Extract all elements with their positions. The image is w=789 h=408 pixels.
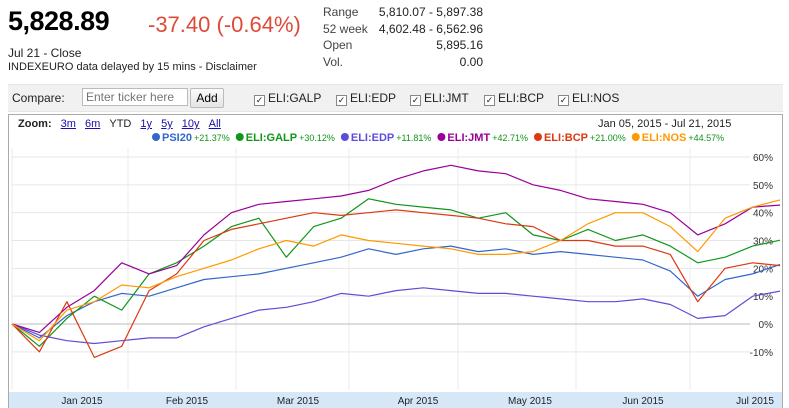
stat-volume: Vol. 0.00: [323, 54, 483, 69]
x-axis-band: [9, 392, 782, 408]
legend-change: +21.37%: [194, 133, 230, 143]
legend-dot: [235, 133, 244, 141]
stat-range: Range 5,810.07 - 5,897.38: [323, 5, 483, 19]
zoom-1y[interactable]: 1y: [140, 118, 153, 130]
x-tick-label: Jan 2015: [61, 396, 103, 407]
series-line-eli-jmt: [11, 164, 781, 333]
compare-bar: Compare: Add ✓ELI:GALP ✓ELI:EDP ✓ELI:JMT…: [8, 84, 783, 112]
chart-frame: [8, 114, 783, 408]
price-change: -37.40 (-0.64%): [148, 12, 301, 37]
legend-label: PSI20: [162, 132, 192, 144]
legend-dot: [152, 133, 160, 141]
data-disclaimer: INDEXEURO data delayed by 15 mins - Disc…: [8, 61, 257, 73]
compare-label: Compare:: [12, 91, 65, 105]
series-line-psi20: [11, 245, 781, 339]
date-range: Jan 05, 2015 - Jul 21, 2015: [598, 118, 732, 130]
date-to: Jul 21, 2015: [671, 118, 732, 130]
zoom-controls: Zoom: 3m 6m YTD 1y 5y 10y All: [18, 118, 221, 130]
checkbox-checked-icon[interactable]: ✓: [410, 95, 421, 106]
legend-dot: [631, 133, 640, 141]
legend-change: +44.57%: [688, 133, 724, 143]
y-tick-label: 60%: [753, 153, 773, 164]
y-tick-label: 30%: [753, 237, 773, 248]
legend-change: +42.71%: [492, 133, 528, 143]
legend-label: ELI:EDP: [351, 132, 394, 144]
x-tick-label: Feb 2015: [166, 396, 209, 407]
add-button[interactable]: Add: [190, 88, 224, 108]
x-tick-label: Mar 2015: [277, 396, 320, 407]
ticker-input[interactable]: [82, 88, 188, 106]
checkbox-checked-icon[interactable]: ✓: [336, 95, 347, 106]
compare-edp[interactable]: ✓ ELI:EDP: [336, 91, 397, 106]
legend-label: ELI:BCP: [544, 132, 588, 144]
compare-bcp[interactable]: ✓ ELI:BCP: [484, 91, 545, 106]
quote-stats: Range 5,810.07 - 5,897.38 52 week 4,602.48…: [323, 4, 483, 70]
compare-nos[interactable]: ✓ ELI:NOS: [558, 91, 620, 106]
x-tick-label: May 2015: [508, 396, 552, 407]
series-line-eli-edp: [11, 287, 781, 345]
series-line-eli-nos: [11, 199, 781, 342]
y-tick-label: 10%: [753, 292, 773, 303]
legend-dot: [533, 133, 542, 141]
zoom-10y[interactable]: 10y: [181, 118, 200, 130]
y-tick-label: 0%: [759, 320, 774, 331]
legend-change: +30.12%: [299, 133, 335, 143]
compare-jmt[interactable]: ✓ ELI:JMT: [410, 91, 469, 106]
zoom-3m[interactable]: 3m: [60, 118, 76, 130]
legend-label: ELI:JMT: [447, 132, 490, 144]
zoom-ytd: YTD: [109, 118, 132, 130]
x-tick-label: Jun 2015: [622, 396, 664, 407]
index-price: 5,828.89: [8, 6, 110, 36]
zoom-all[interactable]: All: [208, 118, 221, 130]
legend-label: ELI:GALP: [246, 132, 297, 144]
legend-change: +21.00%: [590, 133, 626, 143]
date-from: Jan 05, 2015: [598, 118, 662, 130]
zoom-5y[interactable]: 5y: [161, 118, 173, 130]
stat-open: Open 5,895.16: [323, 38, 483, 52]
y-tick-label: 40%: [753, 209, 773, 220]
legend-label: ELI:NOS: [642, 132, 687, 144]
x-tick-label: Apr 2015: [398, 396, 439, 407]
legend-change: +11.81%: [396, 133, 431, 143]
checkbox-checked-icon[interactable]: ✓: [484, 95, 495, 106]
series-line-eli-bcp: [11, 209, 781, 358]
legend-dot: [340, 133, 349, 141]
y-tick-label: -10%: [750, 348, 773, 359]
stat-52week: 52 week 4,602.48 - 6,562.96: [323, 21, 483, 36]
checkbox-checked-icon[interactable]: ✓: [254, 95, 265, 106]
legend-dot: [437, 133, 446, 141]
zoom-6m[interactable]: 6m: [85, 118, 101, 130]
x-tick-label: Jul 2015: [736, 396, 774, 407]
y-tick-label: 50%: [753, 181, 773, 192]
close-date: Jul 21 - Close: [8, 46, 82, 60]
checkbox-checked-icon[interactable]: ✓: [558, 95, 569, 106]
compare-galp[interactable]: ✓ ELI:GALP: [254, 91, 322, 106]
series-line-eli-galp: [11, 198, 781, 347]
